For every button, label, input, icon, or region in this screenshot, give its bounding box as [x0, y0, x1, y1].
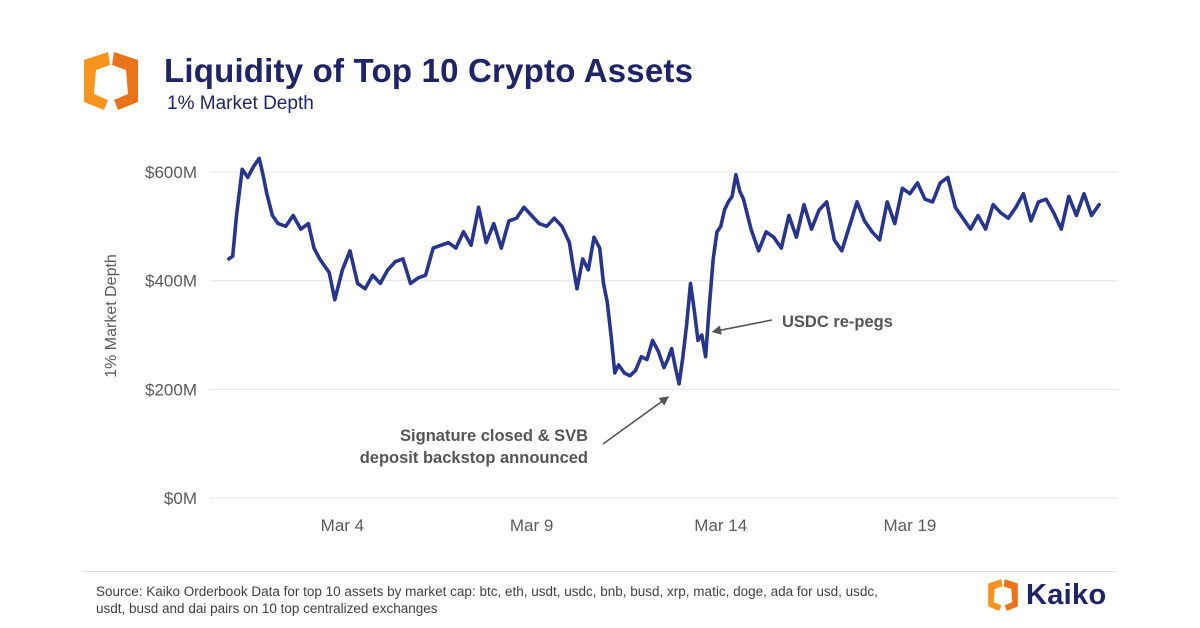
chart-subtitle: 1% Market Depth: [167, 93, 314, 114]
source-note: Source: Kaiko Orderbook Data for top 10 …: [96, 584, 878, 616]
chart-title: Liquidity of Top 10 Crypto Assets: [164, 52, 694, 89]
annotations: USDC re-pegs Signature closed & SVB deposi…: [360, 313, 893, 467]
kaiko-logo-icon: [84, 52, 138, 110]
brand-logo: Kaiko: [986, 578, 1106, 612]
y-tick-label: $400M: [145, 272, 197, 291]
footer-divider: [82, 571, 1115, 572]
svb-annotation-line: deposit backstop announced: [360, 449, 588, 467]
gridlines: [210, 171, 1118, 499]
x-tick-label: Mar 4: [321, 516, 364, 535]
x-tick-labels: Mar 4 Mar 9 Mar 14 Mar 19: [321, 516, 937, 535]
line-chart: $0M $200M $400M $600M Mar 4 Mar 9 Mar 14 Mar 1…: [103, 156, 1118, 535]
svb-annotation-arrow: [602, 396, 670, 445]
svb-annotation-line: Signature closed & SVB: [400, 427, 588, 445]
y-tick-labels: $0M $200M $400M $600M: [145, 163, 197, 508]
y-axis-label: 1% Market Depth: [103, 254, 120, 378]
kaiko-brand-icon: [988, 579, 1018, 611]
x-tick-label: Mar 19: [883, 516, 936, 535]
series: [227, 156, 1101, 386]
brand-name: Kaiko: [1026, 578, 1107, 611]
y-tick-label: $0M: [164, 489, 197, 508]
usdc-repeg-annotation: USDC re-pegs: [782, 313, 893, 331]
y-tick-label: $600M: [145, 163, 197, 182]
usdc-annotation-arrow: [711, 319, 773, 335]
x-tick-label: Mar 9: [510, 516, 553, 535]
y-tick-label: $200M: [145, 380, 197, 399]
series-line-market-depth: [227, 156, 1101, 386]
x-tick-label: Mar 14: [694, 516, 747, 535]
